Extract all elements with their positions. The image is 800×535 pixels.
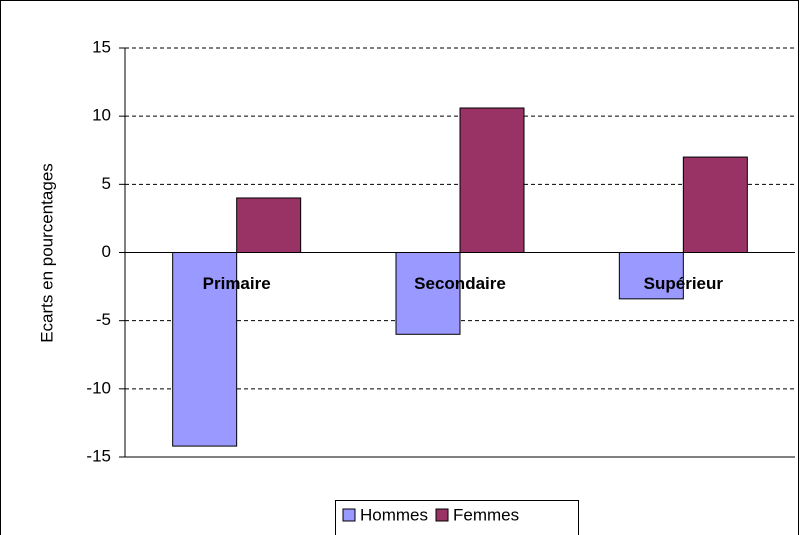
y-tick-label: -5 (96, 310, 111, 329)
bar (459, 107, 525, 253)
bar (172, 252, 238, 447)
y-tick-label: 0 (102, 242, 111, 261)
y-axis-label: Ecarts en pourcentages (37, 163, 56, 343)
legend-box (335, 500, 579, 535)
bar (618, 252, 684, 300)
bar (395, 252, 461, 335)
x-tick-label: Secondaire (414, 274, 506, 293)
x-tick-label: Primaire (203, 274, 271, 293)
legend-label: Hommes (360, 505, 428, 524)
legend-swatch (342, 508, 356, 522)
bar (682, 156, 748, 253)
y-tick-label: 5 (102, 174, 111, 193)
y-tick-label: -15 (86, 446, 111, 465)
bar (236, 197, 302, 253)
x-tick-label: Supérieur (644, 274, 724, 293)
legend-swatch (435, 508, 449, 522)
y-tick-label: 15 (92, 37, 111, 56)
y-tick-label: 10 (92, 106, 111, 125)
y-tick-label: -10 (86, 378, 111, 397)
legend-label: Femmes (453, 505, 519, 524)
